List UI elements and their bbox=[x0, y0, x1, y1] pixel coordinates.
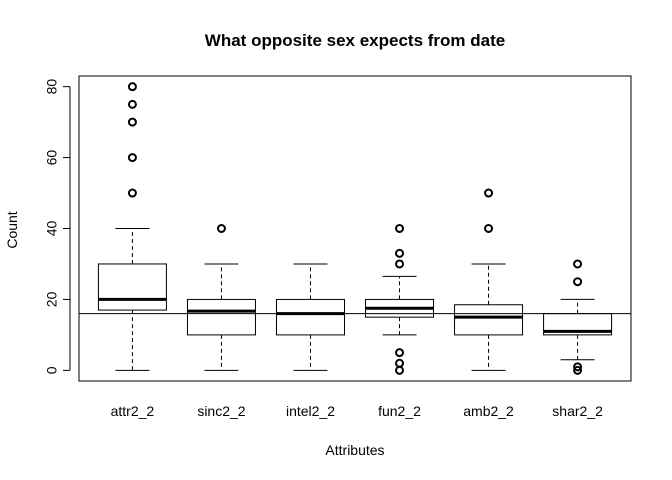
y-tick-label: 0 bbox=[44, 366, 60, 374]
outlier-point bbox=[573, 277, 583, 287]
y-axis: 0 20 40 60 80 bbox=[44, 79, 71, 374]
outlier-point bbox=[484, 188, 494, 198]
x-axis-label: Attributes bbox=[325, 442, 384, 458]
iqr-box bbox=[97, 263, 167, 311]
box-sinc2_2 bbox=[186, 224, 256, 371]
outlier-point bbox=[127, 82, 137, 92]
x-tick-label: sinc2_2 bbox=[197, 403, 245, 419]
x-tick-label: amb2_2 bbox=[463, 403, 514, 419]
x-tick-label: shar2_2 bbox=[552, 403, 603, 419]
outlier-point bbox=[573, 362, 583, 372]
y-tick-label: 60 bbox=[44, 150, 60, 166]
iqr-box bbox=[275, 298, 345, 336]
box-intel2_2 bbox=[275, 263, 345, 371]
x-tick-label: fun2_2 bbox=[378, 403, 421, 419]
box-attr2_2 bbox=[97, 82, 167, 371]
outlier-point bbox=[395, 358, 405, 368]
chart-title: What opposite sex expects from date bbox=[205, 31, 505, 50]
outlier-point bbox=[127, 117, 137, 127]
outlier-point bbox=[216, 224, 226, 233]
outlier-point bbox=[395, 259, 405, 269]
box-shar2_2 bbox=[543, 259, 613, 375]
y-axis-label: Count bbox=[4, 211, 20, 248]
outlier-point bbox=[573, 365, 583, 375]
box-amb2_2 bbox=[454, 188, 524, 371]
plot-frame bbox=[78, 75, 632, 382]
x-tick-label: intel2_2 bbox=[286, 403, 335, 419]
outlier-point bbox=[395, 248, 405, 258]
y-tick-label: 40 bbox=[44, 221, 60, 237]
y-tick-label: 80 bbox=[44, 79, 60, 95]
x-axis: attr2_2 sinc2_2 intel2_2 fun2_2 amb2_2 shar2_… bbox=[111, 403, 603, 419]
outlier-point bbox=[127, 99, 137, 109]
box-fun2_2 bbox=[365, 224, 435, 375]
x-tick-label: attr2_2 bbox=[111, 403, 155, 419]
outlier-point bbox=[395, 348, 405, 358]
outlier-point bbox=[395, 224, 405, 233]
outlier-point bbox=[395, 365, 405, 375]
outlier-point bbox=[127, 153, 137, 163]
outlier-point bbox=[127, 188, 137, 198]
iqr-box bbox=[186, 298, 256, 336]
iqr-box bbox=[454, 304, 524, 336]
outlier-point bbox=[484, 224, 494, 233]
y-tick-label: 20 bbox=[44, 291, 60, 307]
box-series bbox=[97, 82, 613, 375]
outlier-point bbox=[573, 259, 583, 269]
